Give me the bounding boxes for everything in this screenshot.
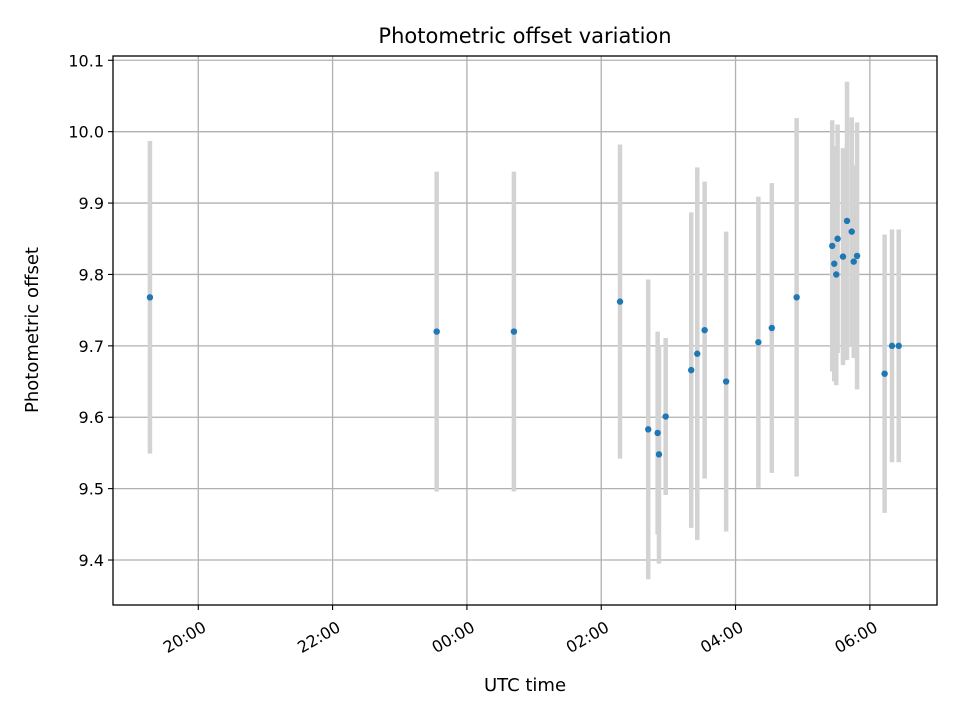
y-tick-label: 9.4 (79, 551, 104, 570)
data-point (768, 324, 775, 332)
data-point (146, 294, 154, 301)
data-point (755, 339, 762, 346)
data-point (834, 235, 841, 242)
data-point (722, 378, 730, 385)
data-point (662, 413, 669, 420)
data-point (850, 258, 857, 265)
data-point (616, 298, 624, 305)
plot-frame (112, 55, 938, 606)
data-point (843, 217, 851, 225)
y-tick-label: 9.7 (79, 337, 104, 356)
y-tick-label: 9.6 (79, 408, 104, 427)
data-point (654, 429, 661, 437)
y-tick-label: 10.0 (68, 123, 104, 142)
data-point (895, 342, 902, 350)
y-tick-label: 9.9 (79, 194, 104, 213)
y-axis-title: Photometric offset (22, 247, 43, 413)
data-point (881, 370, 888, 377)
y-tick-label: 9.8 (79, 265, 104, 284)
data-point (833, 271, 840, 278)
data-point (848, 228, 855, 235)
data-point (888, 342, 896, 350)
y-tick-label: 10.1 (68, 51, 104, 70)
data-point (433, 328, 440, 335)
data-point (831, 260, 838, 267)
data-point (839, 253, 847, 260)
grid (113, 56, 937, 605)
chart-title: Photometric offset variation (378, 24, 671, 48)
data-point (793, 294, 800, 301)
data-point (829, 242, 836, 250)
x-axis-title: UTC time (484, 675, 566, 696)
y-tick-label: 9.5 (79, 480, 104, 499)
data-point (645, 426, 652, 433)
data-point (694, 350, 701, 357)
data-points (146, 217, 902, 458)
data-point (655, 451, 663, 458)
data-point (853, 252, 861, 260)
data-point (701, 326, 708, 334)
y-axis: 9.4 9.5 9.6 9.7 9.8 9.9 10.0 10.1 (68, 51, 113, 570)
data-point (510, 328, 518, 335)
data-point (688, 366, 695, 374)
